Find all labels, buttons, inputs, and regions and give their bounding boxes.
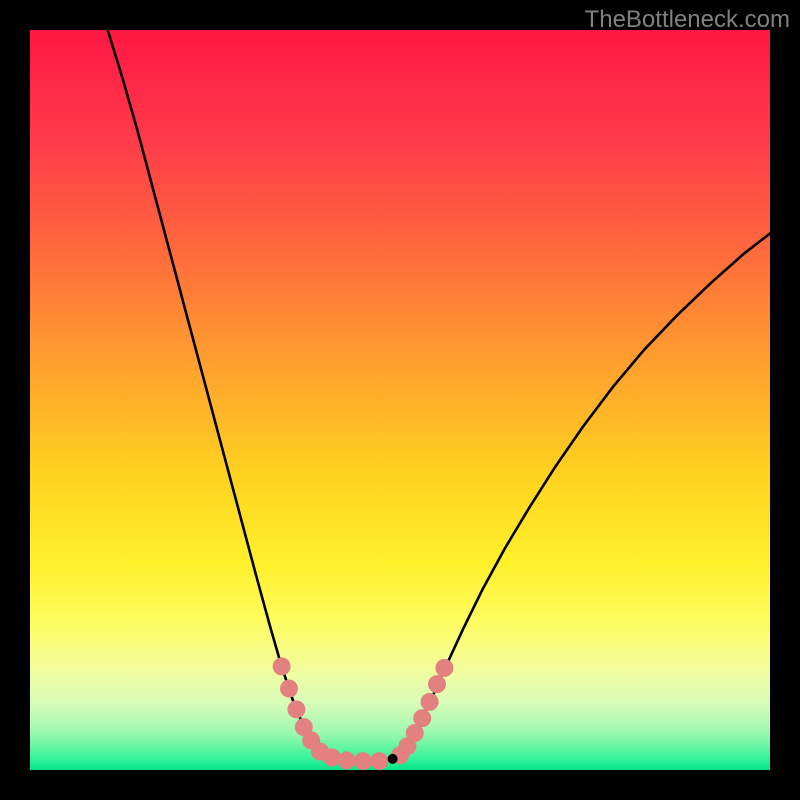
marker-black [388,754,398,764]
marker-right [421,693,439,711]
marker-right [435,659,453,677]
marker-right [428,675,446,693]
marker-left [370,752,388,770]
marker-left [354,752,372,770]
marker-right [413,709,431,727]
marker-left [273,657,291,675]
marker-left [338,751,356,769]
marker-left [280,680,298,698]
chart-svg [0,0,800,800]
marker-left [287,700,305,718]
chart-container: TheBottleneck.com [0,0,800,800]
marker-left [323,748,341,766]
